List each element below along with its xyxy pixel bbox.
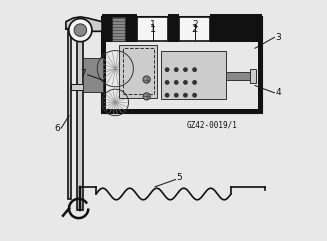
Bar <box>137 17 168 41</box>
Text: 1: 1 <box>150 20 156 29</box>
Circle shape <box>174 93 179 98</box>
Bar <box>68 30 71 199</box>
Bar <box>250 69 256 83</box>
Bar <box>119 45 158 98</box>
Circle shape <box>143 93 150 100</box>
Text: 2: 2 <box>193 20 198 29</box>
Circle shape <box>192 67 197 72</box>
Circle shape <box>192 80 197 85</box>
Bar <box>102 14 137 42</box>
Bar <box>211 14 262 42</box>
Bar <box>226 72 256 80</box>
Bar <box>102 17 262 113</box>
Circle shape <box>165 80 169 85</box>
Bar <box>179 17 211 41</box>
Circle shape <box>174 67 179 72</box>
Circle shape <box>183 93 188 98</box>
Bar <box>123 48 154 94</box>
Bar <box>77 28 83 210</box>
Text: 6: 6 <box>54 124 60 134</box>
Text: 5: 5 <box>176 173 182 182</box>
Bar <box>102 17 262 29</box>
Text: 3: 3 <box>276 33 281 42</box>
Bar <box>168 14 179 42</box>
Circle shape <box>165 93 169 98</box>
Bar <box>161 51 226 99</box>
Circle shape <box>174 80 179 85</box>
Text: GZ42-0019/1: GZ42-0019/1 <box>186 121 237 130</box>
Text: 4: 4 <box>276 88 281 97</box>
Text: 1: 1 <box>149 24 156 34</box>
Text: 2: 2 <box>192 24 198 34</box>
Circle shape <box>183 67 188 72</box>
Circle shape <box>192 93 197 98</box>
Text: 7: 7 <box>80 69 86 78</box>
Circle shape <box>69 19 92 42</box>
Bar <box>83 58 103 92</box>
Circle shape <box>143 76 150 83</box>
Bar <box>106 21 258 109</box>
Circle shape <box>183 80 188 85</box>
Bar <box>71 84 83 90</box>
Bar <box>112 17 125 41</box>
Polygon shape <box>66 17 102 31</box>
Circle shape <box>165 67 169 72</box>
Circle shape <box>74 24 87 36</box>
